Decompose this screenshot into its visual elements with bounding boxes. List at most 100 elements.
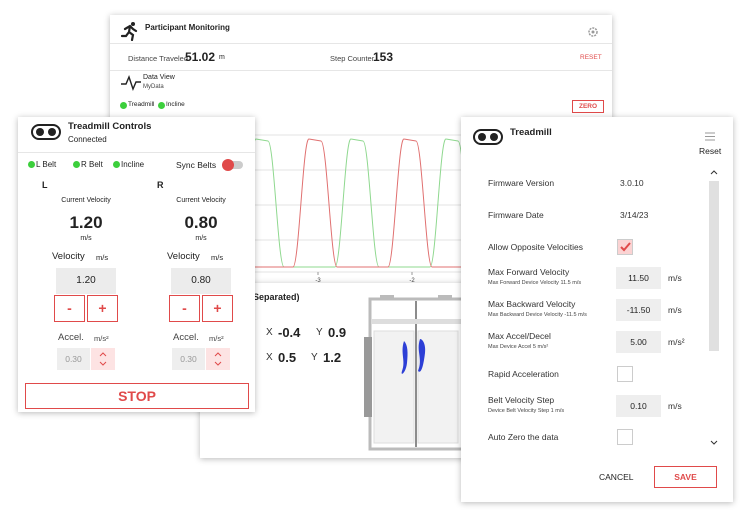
- minus-button[interactable]: -: [169, 295, 200, 322]
- panel-title: Participant Monitoring: [145, 23, 230, 32]
- y-value: 0.9: [328, 325, 347, 340]
- legend-label: Incline: [166, 101, 185, 108]
- accel-unit: m/s²: [94, 334, 109, 343]
- indicator-label: L Belt: [36, 160, 57, 169]
- field-label: Belt Velocity Step: [488, 395, 555, 405]
- zero-button[interactable]: ZERO: [572, 100, 604, 113]
- x-value: -0.4: [278, 325, 301, 340]
- treadmill-icon: [31, 124, 61, 140]
- panel-title: Treadmill Controls: [68, 121, 152, 132]
- field-input[interactable]: 11.50: [616, 267, 661, 289]
- controls-panel: Treadmill Controls Connected L Belt R Belt I…: [18, 117, 255, 412]
- minus-button[interactable]: -: [54, 295, 85, 322]
- accel-input[interactable]: 0.30: [172, 348, 205, 370]
- save-button[interactable]: SAVE: [654, 466, 717, 488]
- runner-icon: [120, 21, 140, 42]
- step-label: Step Counter: [330, 54, 375, 63]
- divider: [18, 152, 255, 153]
- current-velocity-label: Current Velocity: [61, 197, 111, 204]
- stop-button[interactable]: STOP: [25, 383, 249, 409]
- field-label: Max Accel/Decel: [488, 331, 551, 341]
- connection-status: Connected: [68, 135, 107, 144]
- field-unit: m/s: [668, 273, 682, 283]
- field-note: Max Forward Device Velocity 11.5 m/s: [488, 280, 582, 286]
- y-label: Y: [316, 327, 323, 338]
- indicator-label: Incline: [121, 160, 145, 169]
- step-value: 153: [373, 50, 394, 64]
- accel-input[interactable]: 0.30: [57, 348, 90, 370]
- field-value: 3/14/23: [620, 210, 649, 220]
- distance-label: Distance Traveled: [128, 54, 189, 63]
- status-dot: [120, 102, 127, 109]
- treadmill-icon: [473, 129, 503, 145]
- sync-toggle[interactable]: [220, 158, 244, 172]
- reset-link[interactable]: Reset: [699, 146, 722, 156]
- velocity-input[interactable]: 0.80: [171, 268, 231, 294]
- field-note: Max Backward Device Velocity -11.5 m/s: [488, 312, 587, 318]
- current-velocity-label: Current Velocity: [176, 197, 226, 204]
- data-view-subtitle: MyData: [143, 84, 164, 90]
- distance-unit: m: [219, 54, 225, 61]
- cancel-button[interactable]: CANCEL: [599, 472, 634, 482]
- field-label: Auto Zero the data: [488, 432, 559, 442]
- panel-title: Treadmill: [510, 127, 552, 138]
- field-label: Allow Opposite Velocities: [488, 242, 583, 252]
- field-label: Max Forward Velocity: [488, 267, 570, 277]
- menu-icon[interactable]: [705, 128, 715, 141]
- data-view-icon: [120, 75, 142, 91]
- indicator-label: R Belt: [81, 160, 103, 169]
- field-label: Firmware Version: [488, 178, 555, 188]
- accel-label: Accel.: [58, 332, 84, 343]
- treadmill-diagram: [360, 291, 475, 453]
- current-velocity-value: 1.20: [69, 213, 103, 232]
- accel-spinner[interactable]: [91, 348, 115, 370]
- velocity-label: Velocity: [52, 251, 85, 262]
- field-input[interactable]: 5.00: [616, 331, 661, 353]
- accel-unit: m/s²: [209, 334, 224, 343]
- settings-icon[interactable]: [587, 25, 599, 37]
- checkbox[interactable]: [617, 239, 633, 255]
- legend-label: Treadmill: [128, 101, 155, 108]
- field-value: 3.0.10: [620, 178, 644, 188]
- y-value: 1.2: [323, 350, 342, 365]
- velocity-unit: m/s: [96, 253, 109, 262]
- scrollbar: [709, 167, 719, 449]
- velocity-input[interactable]: 1.20: [56, 268, 116, 294]
- current-velocity-unit: m/s: [80, 235, 92, 242]
- field-note: Device Belt Velocity Step 1 m/s: [488, 408, 565, 414]
- field-input[interactable]: 0.10: [616, 395, 661, 417]
- velocity-label: Velocity: [167, 251, 200, 262]
- y-label: Y: [311, 352, 318, 363]
- checkbox[interactable]: [617, 366, 633, 382]
- plus-button[interactable]: +: [87, 295, 118, 322]
- belt-side: R: [157, 180, 164, 190]
- plus-button[interactable]: +: [202, 295, 233, 322]
- x-value: 0.5: [278, 350, 297, 365]
- field-unit: m/s: [668, 401, 682, 411]
- accel-label: Accel.: [173, 332, 199, 343]
- field-label: Rapid Acceleration: [488, 369, 559, 379]
- x-tick-label: -3: [315, 278, 321, 284]
- velocity-unit: m/s: [211, 253, 224, 262]
- status-dot: [28, 161, 35, 168]
- reset-button[interactable]: RESET: [580, 54, 602, 61]
- field-label: Firmware Date: [488, 210, 544, 220]
- status-dot: [73, 161, 80, 168]
- status-dot: [113, 161, 120, 168]
- current-velocity-unit: m/s: [195, 235, 207, 242]
- accel-spinner[interactable]: [206, 348, 230, 370]
- status-dot: [158, 102, 165, 109]
- checkbox[interactable]: [617, 429, 633, 445]
- panel-title: Separated): [253, 292, 300, 302]
- x-label: X: [266, 352, 273, 363]
- settings-panel: Treadmill Reset Firmware Version 3.0.10 Firm…: [461, 117, 733, 502]
- divider: [110, 70, 612, 71]
- field-input[interactable]: -11.50: [616, 299, 661, 321]
- sync-label: Sync Belts: [176, 160, 217, 170]
- divider: [110, 43, 612, 44]
- x-tick-label: -2: [409, 278, 415, 284]
- field-unit: m/s²: [668, 337, 685, 347]
- belt-side: L: [42, 180, 48, 190]
- field-label: Max Backward Velocity: [488, 299, 576, 309]
